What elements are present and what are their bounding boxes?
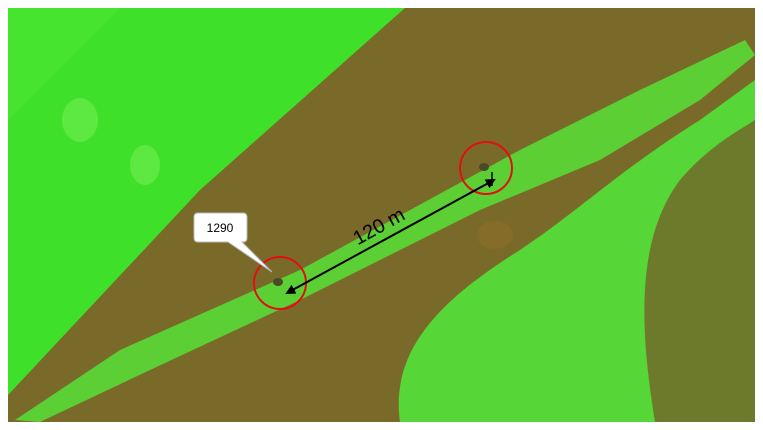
marker-spot xyxy=(273,278,283,286)
callout-label: 1290 xyxy=(207,221,234,235)
field-patch xyxy=(130,145,160,185)
soil-spot xyxy=(477,221,513,249)
field-patch xyxy=(62,98,98,142)
aerial-view: 120 m 1290 xyxy=(0,0,763,430)
marker-spot xyxy=(479,163,489,171)
